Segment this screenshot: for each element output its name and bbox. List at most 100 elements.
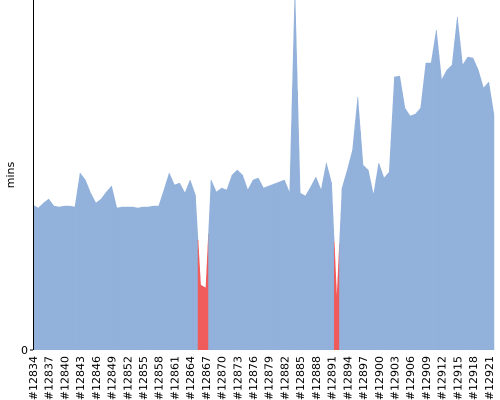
area-segment (485, 81, 490, 350)
area-segment (111, 185, 115, 350)
x-tick-label: #12861 (168, 356, 181, 400)
area-segment (365, 166, 369, 350)
area-segment (360, 130, 364, 350)
area-segment (106, 188, 110, 350)
area-segment (268, 184, 272, 350)
area-segment (127, 206, 131, 350)
area-segment (271, 183, 275, 350)
area-segment (265, 185, 269, 350)
area-segment (449, 64, 453, 350)
area-segment (69, 205, 73, 350)
area-segment (258, 177, 262, 350)
area-segment (51, 201, 55, 350)
area-segment (142, 206, 146, 350)
area-segment (40, 202, 44, 350)
x-tick-label: #12885 (294, 356, 307, 400)
area-segment (344, 169, 348, 350)
x-tick-label: #12867 (200, 356, 213, 400)
area-segment (187, 179, 191, 350)
x-tick-label: #12897 (357, 356, 370, 400)
area-segment (420, 85, 424, 350)
area-segment (85, 179, 89, 350)
area-segment (100, 194, 104, 350)
area-segment (168, 172, 173, 350)
area-segment (407, 111, 411, 350)
area-segment (378, 162, 382, 350)
area-segment (252, 178, 256, 350)
area-segment (276, 181, 280, 350)
area-segment (399, 75, 403, 350)
area-segment (223, 188, 228, 350)
area-segment (124, 206, 128, 350)
area-segment (260, 182, 264, 350)
area-segment (229, 174, 233, 350)
area-segment (299, 192, 304, 350)
x-tick-label: #12909 (420, 356, 433, 400)
y-axis-label: mins (4, 161, 17, 188)
area-segment (137, 207, 141, 350)
area-segment (134, 207, 139, 350)
area-segment (297, 91, 301, 350)
area-segment (320, 176, 324, 350)
x-tick-label: #12864 (184, 356, 197, 400)
area-segment (43, 200, 47, 350)
area-segment (166, 172, 170, 350)
area-segment (404, 107, 408, 350)
area-segment (464, 56, 469, 350)
area-segment (37, 204, 42, 350)
area-segment (255, 177, 259, 350)
area-segment (148, 206, 152, 350)
area-segment (221, 187, 225, 350)
x-tick-label: #12915 (451, 356, 464, 400)
area-segment (294, 0, 298, 350)
area-segment (158, 197, 162, 350)
area-segment (176, 182, 180, 350)
area-segment (415, 110, 419, 350)
area-segment (362, 164, 366, 350)
area-segment (213, 185, 217, 350)
area-segment (302, 194, 306, 350)
x-tick-label: #12837 (43, 356, 56, 400)
area-segment (239, 171, 243, 350)
area-segment (218, 187, 222, 350)
area-segment (381, 170, 385, 350)
area-segment (443, 69, 448, 350)
area-segment (263, 186, 267, 350)
area-segment (82, 175, 86, 350)
area-segment (318, 183, 322, 350)
area-segment (129, 206, 133, 350)
area-segment (205, 233, 209, 350)
area-segment (273, 182, 277, 350)
area-segment (132, 206, 136, 350)
area-segment (488, 81, 492, 350)
area-segment (388, 124, 393, 350)
area-segment (153, 205, 157, 350)
area-segment (119, 206, 123, 350)
area-segment (402, 91, 406, 350)
area-segment (95, 200, 99, 350)
area-segment (396, 75, 400, 350)
plot-area (33, 0, 495, 350)
area-segment (116, 207, 120, 350)
area-segment (470, 57, 474, 350)
area-segment (417, 107, 421, 350)
area-segment (234, 169, 238, 350)
area-segment (113, 196, 118, 350)
x-tick-label: #12840 (58, 356, 71, 400)
area-segment (208, 179, 212, 350)
x-tick-label: #12876 (247, 356, 260, 400)
area-segment (92, 197, 97, 350)
area-segment (386, 171, 390, 350)
area-segment (155, 205, 159, 350)
area-segment (425, 62, 429, 350)
x-tick-label: #12858 (153, 356, 166, 400)
x-tick-label: #12846 (90, 356, 103, 400)
area-segment (331, 182, 335, 350)
area-segment (150, 205, 154, 350)
area-segment (478, 69, 482, 350)
area-segment (182, 187, 186, 350)
area-segment (61, 205, 65, 350)
area-segment (480, 78, 484, 350)
area-segment (58, 206, 63, 350)
area-segment (347, 159, 351, 350)
